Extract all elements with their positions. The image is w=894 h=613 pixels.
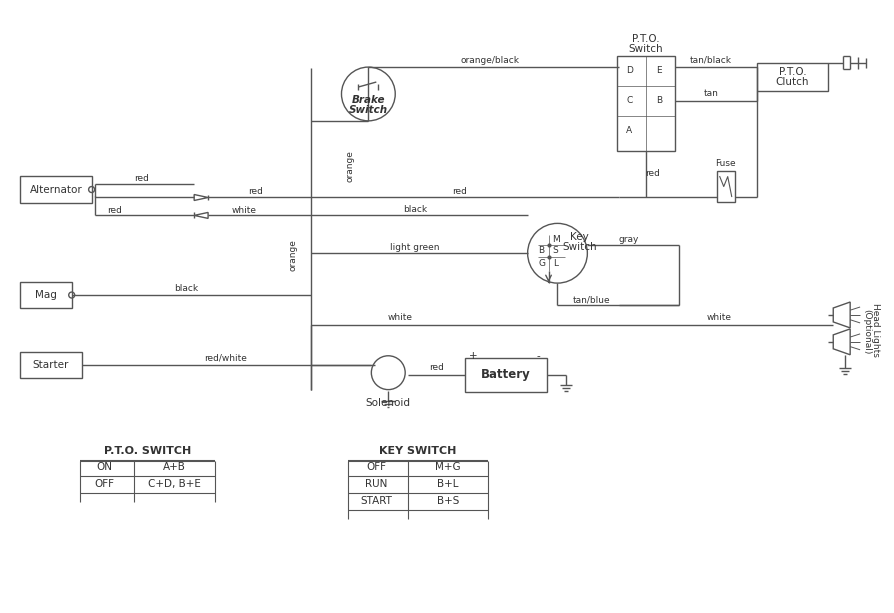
Text: M+G: M+G — [434, 462, 460, 472]
Text: B+S: B+S — [436, 496, 459, 506]
Text: B+L: B+L — [437, 479, 459, 489]
Text: A+B: A+B — [163, 462, 185, 472]
Text: Switch: Switch — [628, 44, 662, 54]
Text: black: black — [174, 284, 198, 292]
Text: S: S — [552, 246, 558, 255]
Text: white: white — [232, 206, 257, 215]
Text: OFF: OFF — [366, 462, 386, 472]
Text: L: L — [552, 259, 557, 268]
Text: red: red — [429, 364, 444, 372]
Text: black: black — [402, 205, 426, 214]
Text: tan/blue: tan/blue — [572, 295, 610, 305]
Text: C: C — [625, 96, 631, 105]
Text: gray: gray — [619, 235, 638, 244]
Text: tan/black: tan/black — [689, 56, 731, 64]
Text: OFF: OFF — [95, 479, 114, 489]
Text: START: START — [360, 496, 392, 506]
Text: red: red — [644, 169, 659, 178]
Bar — [20, 282, 72, 308]
Text: C+D, B+E: C+D, B+E — [148, 479, 200, 489]
Text: red/white: red/white — [205, 353, 247, 362]
Text: G: G — [537, 259, 544, 268]
Bar — [716, 170, 734, 202]
Text: Head Lights: Head Lights — [870, 303, 879, 357]
Text: B: B — [655, 96, 662, 105]
Text: A: A — [626, 126, 631, 135]
Text: tan: tan — [703, 89, 718, 99]
Text: red: red — [107, 206, 122, 215]
Text: (Optional): (Optional) — [862, 309, 871, 354]
Text: orange: orange — [346, 150, 355, 181]
Text: Fuse: Fuse — [714, 159, 735, 168]
Text: red: red — [452, 187, 467, 196]
Bar — [617, 56, 674, 151]
Text: Brake: Brake — [351, 95, 384, 105]
Text: Alternator: Alternator — [30, 185, 83, 194]
Text: light green: light green — [390, 243, 440, 252]
Text: RUN: RUN — [365, 479, 387, 489]
Text: -: - — [536, 351, 540, 361]
Text: orange: orange — [288, 239, 297, 271]
Text: Mag: Mag — [35, 290, 56, 300]
Text: E: E — [655, 66, 661, 75]
Text: Clutch: Clutch — [775, 77, 808, 87]
Text: P.T.O.: P.T.O. — [631, 34, 659, 44]
Text: Key: Key — [569, 232, 588, 242]
Text: D: D — [625, 66, 632, 75]
Text: white: white — [387, 313, 412, 322]
Text: white: white — [705, 313, 730, 322]
Text: KEY SWITCH: KEY SWITCH — [379, 446, 456, 456]
Text: P.T.O. SWITCH: P.T.O. SWITCH — [104, 446, 190, 456]
Text: P.T.O.: P.T.O. — [778, 67, 805, 77]
Bar — [755, 63, 827, 91]
Text: ON: ON — [97, 462, 113, 472]
Text: B: B — [538, 246, 544, 255]
Text: +: + — [468, 351, 477, 361]
Text: orange/black: orange/black — [460, 56, 519, 64]
Text: Switch: Switch — [561, 242, 596, 253]
Bar — [20, 175, 91, 204]
Text: Battery: Battery — [480, 368, 530, 381]
Text: Starter: Starter — [32, 360, 69, 370]
Text: red: red — [134, 174, 148, 183]
Text: Switch: Switch — [349, 105, 387, 115]
Bar — [464, 358, 546, 392]
Text: red: red — [249, 187, 263, 196]
Text: Solenoid: Solenoid — [366, 398, 410, 408]
Bar — [20, 352, 81, 378]
Text: M: M — [551, 235, 559, 244]
